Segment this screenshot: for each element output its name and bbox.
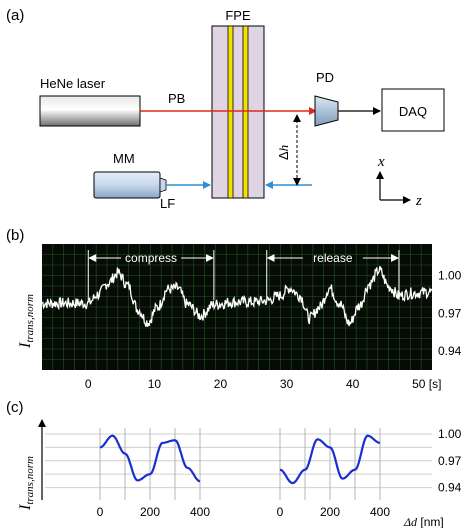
- axis-z-label: z: [415, 193, 422, 209]
- axis-x-label: x: [377, 154, 385, 170]
- pb-label: PB: [168, 91, 185, 106]
- chart-b-annotation-release: release: [313, 251, 353, 265]
- fpe-label: FPE: [225, 8, 251, 23]
- chart-b-xtick-label: 30: [280, 377, 294, 391]
- chart-b-xtick-label: 10: [148, 377, 162, 391]
- chart-b-annotation-compress: compress: [125, 251, 177, 265]
- chart-b-xtick-label: 40: [346, 377, 360, 391]
- chart-c-grid: [45, 428, 432, 500]
- chart-b-grid: [42, 244, 432, 370]
- chart-b-annotations: compress release: [87, 250, 400, 300]
- chart-c-ylabel: Itrans,norm: [17, 456, 36, 511]
- panel-a-label: (a): [6, 7, 24, 24]
- panel-b-label: (b): [6, 227, 24, 244]
- dh-arrow-up: [293, 114, 301, 122]
- chart-c-xtick-label: 200: [320, 505, 340, 519]
- mm-label: MM: [113, 151, 135, 166]
- fpe-mirror-left: [227, 25, 234, 199]
- chart-c-ytick-label: 1.00: [438, 427, 462, 441]
- panel-c-label: (c): [6, 399, 24, 416]
- dh-label: Δh: [276, 145, 291, 160]
- daq-box: [381, 88, 445, 132]
- chart-c-xtick-label: 0: [277, 505, 284, 519]
- hene-laser-label: HeNe laser: [40, 76, 106, 91]
- lf-label: LF: [160, 196, 175, 211]
- fpe-mirror-right: [242, 25, 249, 199]
- hene-laser-body: [39, 95, 141, 127]
- chart-b-xunit: [s]: [429, 377, 442, 391]
- chart-b-xtick-label: 50: [412, 377, 426, 391]
- daq-label: DAQ: [399, 104, 427, 119]
- chart-c-ytick-label: 0.97: [438, 454, 462, 468]
- chart-b-ytick-label: 0.97: [438, 306, 462, 320]
- chart-b-ytick-label: 1.00: [438, 269, 462, 283]
- chart-c-ytick-label: 0.94: [438, 481, 462, 495]
- chart-c-xtick-label: 200: [140, 505, 160, 519]
- chart-c-series-1: [99, 434, 201, 483]
- chart-c-xtick-label: 0: [97, 505, 104, 519]
- mm-tip: [159, 177, 167, 193]
- panel-c: (c) 0 200 400 0 200 400 1.00 0.97 0.94 Itrans,no…: [6, 399, 462, 528]
- dh-arrow-down: [293, 178, 301, 186]
- chart-b-xtick-label: 0: [85, 377, 92, 391]
- panel-a: (a) FPE HeNe laser PB PD DAQ MM LF Δh: [6, 7, 445, 211]
- fpe-plate: [211, 25, 265, 199]
- chart-c-series-2: [279, 434, 381, 485]
- chart-b-xtick-label: 20: [214, 377, 228, 391]
- chart-b-ytick-label: 0.94: [438, 344, 462, 358]
- chart-c-xlabel: Δd [nm]: [403, 515, 444, 528]
- chart-b-ylabel: Itrans,norm: [17, 294, 36, 349]
- photodetector: [314, 95, 339, 127]
- chart-c-ticks: 0 200 400 0 200 400 1.00 0.97 0.94: [97, 427, 462, 519]
- chart-b-signal-line: [41, 265, 433, 327]
- chart-c-xtick-label: 400: [370, 505, 390, 519]
- pd-label: PD: [316, 70, 334, 85]
- mm-body: [93, 171, 161, 199]
- chart-c-xtick-label: 400: [190, 505, 210, 519]
- chart-b-ticks: 0 10 20 30 40 50 [s] 1.00 0.97 0.94: [85, 269, 462, 392]
- panel-b: (b) compress release 0 10 20 30 40 50 [s] 1.00 0.…: [6, 227, 462, 391]
